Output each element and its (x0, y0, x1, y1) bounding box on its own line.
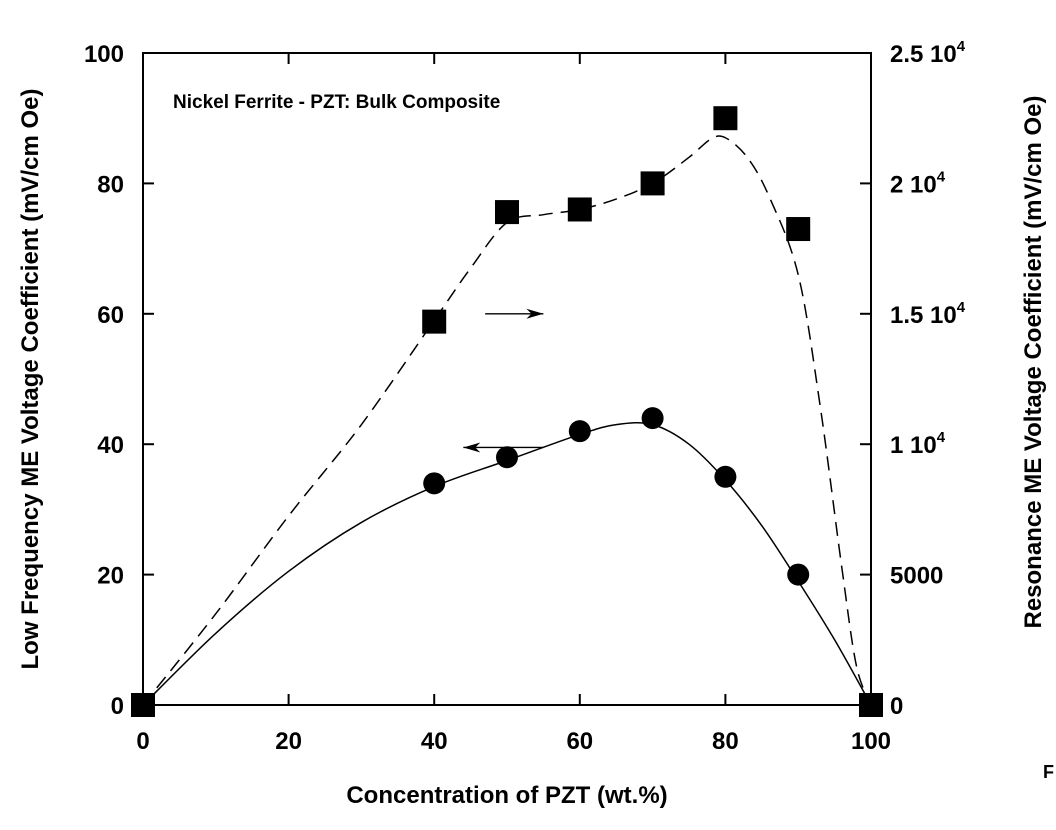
y-left-tick-label: 20 (97, 563, 124, 590)
x-tick-label: 0 (136, 728, 149, 755)
y-axis-label-left: Low Frequency ME Voltage Coefficient (mV… (17, 89, 44, 670)
x-axis-label: Concentration of PZT (wt.%) (346, 782, 667, 809)
plot-frame (142, 52, 872, 706)
y-right-tick-label: 1 104 (890, 429, 946, 459)
markers (131, 106, 883, 717)
x-tick-label: 80 (712, 728, 739, 755)
y-left-tick-label: 60 (97, 302, 124, 329)
y-right-tick-exponent: 4 (957, 299, 966, 316)
y-left-tick-label: 100 (84, 41, 124, 68)
x-tick-label: 20 (275, 728, 302, 755)
circle-marker (787, 563, 810, 586)
arrows (463, 308, 544, 453)
square-marker (859, 693, 883, 717)
y-left-tick-label: 80 (97, 171, 124, 198)
y-left-tick-label: 40 (97, 432, 124, 459)
y-right-tick-base: 5000 (890, 563, 943, 590)
y-right-tick-label: 5000 (890, 563, 943, 590)
y-right-tick-exponent: 4 (937, 168, 946, 185)
arrow-left-head (463, 442, 481, 453)
square-marker (786, 217, 811, 242)
square-marker (422, 309, 447, 334)
x-tick-label: 60 (566, 728, 593, 755)
y-left-tick-label: 0 (111, 693, 124, 720)
y-axis-label-right: Resonance ME Voltage Coefficient (mV/cm … (1020, 95, 1047, 628)
y-right-tick-label: 0 (890, 693, 903, 720)
square-marker (567, 197, 592, 222)
x-tick-label: 40 (421, 728, 448, 755)
y-right-tick-label: 2.5 104 (890, 38, 966, 68)
circle-marker (423, 472, 446, 495)
y-right-tick-base: 2 10 (890, 171, 937, 198)
square-marker (495, 200, 519, 225)
y-right-tick-exponent: 4 (957, 38, 966, 55)
stray-letter: F (1043, 762, 1054, 782)
square-marker (713, 106, 738, 131)
y-right-tick-base: 1.5 10 (890, 302, 957, 329)
y-right-tick-base: 1 10 (890, 432, 937, 459)
ticks (142, 52, 872, 706)
square-marker (640, 171, 665, 196)
y-right-tick-label: 2 104 (890, 168, 946, 198)
chart-title: Nickel Ferrite - PZT: Bulk Composite (173, 92, 500, 113)
x-tick-label: 100 (851, 728, 891, 755)
circle-marker (568, 420, 591, 443)
y-right-tick-base: 0 (890, 693, 903, 720)
circle-marker (641, 407, 664, 430)
y-right-tick-exponent: 4 (937, 429, 946, 446)
circle-marker (714, 465, 737, 488)
y-right-tick-label: 1.5 104 (890, 299, 966, 329)
square-marker (131, 693, 155, 717)
y-right-tick-base: 2.5 10 (890, 41, 957, 68)
circle-marker (496, 446, 518, 469)
arrow-right-head (526, 308, 544, 319)
fit-curve-circle (142, 422, 872, 706)
